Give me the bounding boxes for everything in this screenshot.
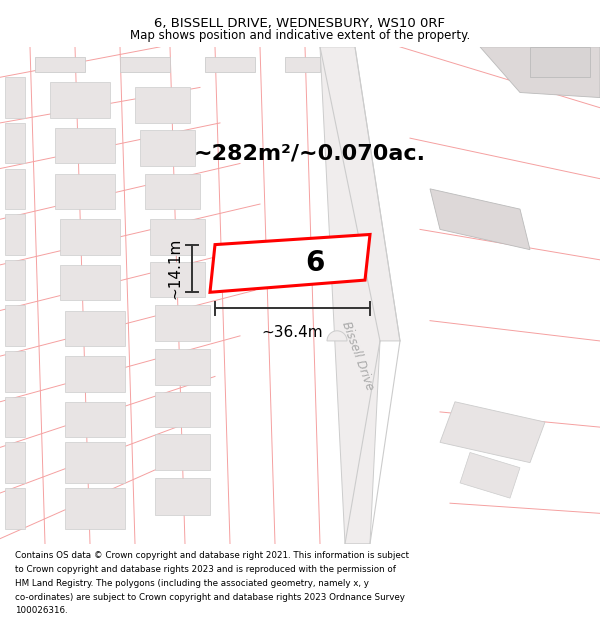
- Text: Map shows position and indicative extent of the property.: Map shows position and indicative extent…: [130, 29, 470, 42]
- Polygon shape: [5, 442, 25, 483]
- Text: 100026316.: 100026316.: [15, 606, 68, 615]
- Text: Bissell Drive: Bissell Drive: [340, 320, 376, 392]
- Polygon shape: [150, 219, 205, 255]
- Polygon shape: [120, 57, 170, 72]
- Polygon shape: [5, 78, 25, 118]
- Polygon shape: [5, 397, 25, 437]
- Polygon shape: [150, 262, 205, 298]
- Polygon shape: [155, 478, 210, 516]
- Polygon shape: [65, 442, 125, 483]
- Wedge shape: [327, 331, 347, 341]
- Polygon shape: [5, 214, 25, 255]
- Text: ~36.4m: ~36.4m: [262, 325, 323, 340]
- Polygon shape: [65, 488, 125, 529]
- Polygon shape: [55, 128, 115, 164]
- Polygon shape: [65, 402, 125, 437]
- Polygon shape: [60, 265, 120, 301]
- Polygon shape: [60, 219, 120, 255]
- Polygon shape: [155, 434, 210, 470]
- Polygon shape: [430, 189, 530, 249]
- Text: 6, BISSELL DRIVE, WEDNESBURY, WS10 0RF: 6, BISSELL DRIVE, WEDNESBURY, WS10 0RF: [155, 18, 445, 31]
- Polygon shape: [135, 88, 190, 123]
- Polygon shape: [5, 306, 25, 346]
- Text: HM Land Registry. The polygons (including the associated geometry, namely x, y: HM Land Registry. The polygons (includin…: [15, 579, 369, 587]
- Text: Contains OS data © Crown copyright and database right 2021. This information is : Contains OS data © Crown copyright and d…: [15, 551, 409, 560]
- Polygon shape: [5, 260, 25, 301]
- Polygon shape: [210, 234, 370, 292]
- Polygon shape: [285, 57, 320, 72]
- Polygon shape: [530, 47, 590, 78]
- Polygon shape: [320, 47, 400, 544]
- Polygon shape: [480, 47, 600, 98]
- Polygon shape: [145, 174, 200, 209]
- Polygon shape: [155, 392, 210, 427]
- Polygon shape: [460, 452, 520, 498]
- Polygon shape: [65, 311, 125, 346]
- Polygon shape: [50, 82, 110, 118]
- Polygon shape: [55, 174, 115, 209]
- Polygon shape: [155, 306, 210, 341]
- Text: 6: 6: [305, 249, 325, 277]
- Polygon shape: [5, 351, 25, 392]
- Polygon shape: [35, 57, 85, 72]
- Polygon shape: [205, 57, 255, 72]
- Polygon shape: [440, 402, 545, 462]
- Text: co-ordinates) are subject to Crown copyright and database rights 2023 Ordnance S: co-ordinates) are subject to Crown copyr…: [15, 592, 405, 601]
- Polygon shape: [5, 123, 25, 164]
- Text: ~14.1m: ~14.1m: [167, 238, 182, 299]
- Text: to Crown copyright and database rights 2023 and is reproduced with the permissio: to Crown copyright and database rights 2…: [15, 565, 396, 574]
- Polygon shape: [140, 130, 195, 166]
- Polygon shape: [5, 169, 25, 209]
- Polygon shape: [155, 349, 210, 384]
- Polygon shape: [5, 488, 25, 529]
- Text: ~282m²/~0.070ac.: ~282m²/~0.070ac.: [194, 143, 426, 163]
- Polygon shape: [65, 356, 125, 392]
